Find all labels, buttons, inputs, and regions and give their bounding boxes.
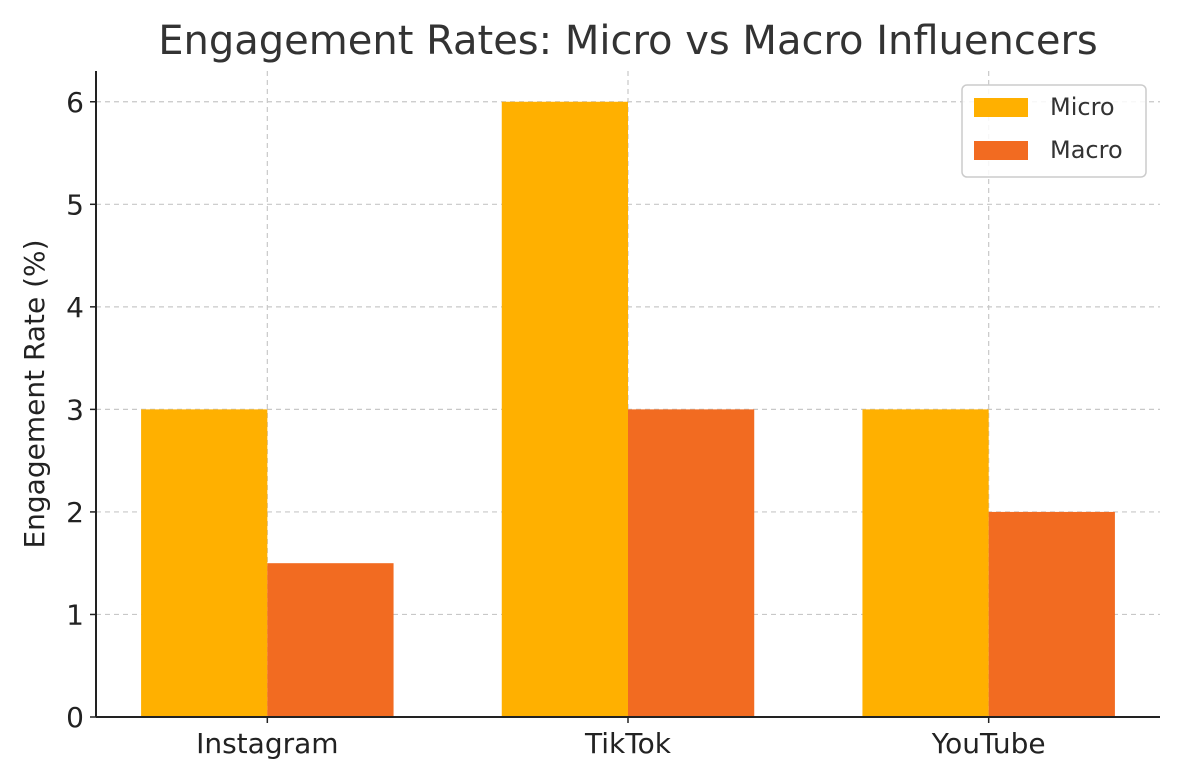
y-axis-label: Engagement Rate (%) xyxy=(18,239,51,548)
x-tick-label: YouTube xyxy=(931,727,1046,760)
bar-micro-youtube xyxy=(862,409,989,717)
bar-macro-youtube xyxy=(988,511,1115,717)
bars xyxy=(141,101,1115,717)
x-tick-label: TikTok xyxy=(584,727,672,760)
y-tick-label: 5 xyxy=(66,188,84,221)
bar-micro-instagram xyxy=(141,409,268,717)
axes xyxy=(90,71,1160,723)
chart-title: Engagement Rates: Micro vs Macro Influen… xyxy=(158,18,1098,64)
bar-micro-tiktok xyxy=(501,101,628,717)
bar-macro-tiktok xyxy=(628,409,755,717)
bar-macro-instagram xyxy=(267,563,394,717)
legend-swatch-macro xyxy=(974,141,1028,160)
y-tick-label: 1 xyxy=(66,598,84,631)
y-tick-label: 3 xyxy=(66,393,84,426)
legend-swatch-micro xyxy=(974,98,1028,117)
tick-labels: 0 1 2 3 4 5 6 Instagram TikTok YouTube xyxy=(66,86,1045,760)
legend-label-macro: Macro xyxy=(1050,136,1123,164)
x-tick-label: Instagram xyxy=(196,727,338,760)
y-tick-label: 6 xyxy=(66,86,84,119)
legend-label-micro: Micro xyxy=(1050,93,1115,121)
y-tick-label: 2 xyxy=(66,496,84,529)
y-tick-label: 0 xyxy=(66,701,84,734)
y-tick-label: 4 xyxy=(66,291,84,324)
legend: Micro Macro xyxy=(961,84,1147,178)
